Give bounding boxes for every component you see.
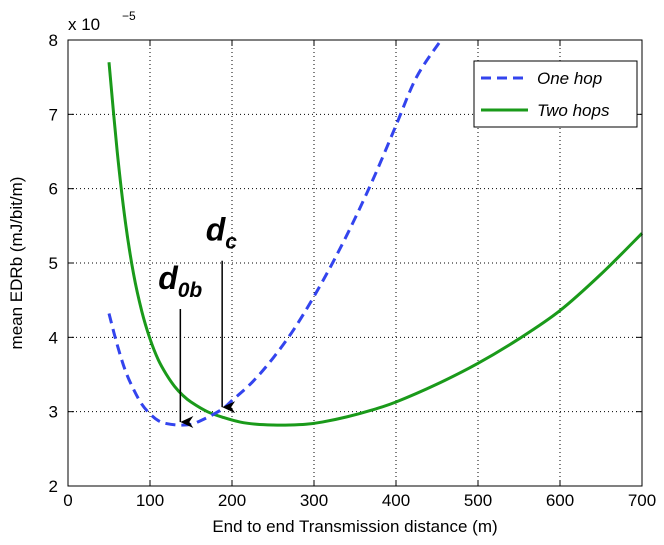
axis-tick-labels: 0 100 200 300 400 500 600 700 2 3 4 5 6 7 8 (49, 31, 657, 510)
x-tick-label: 300 (300, 491, 328, 510)
x-axis-label: End to end Transmission distance (m) (212, 517, 497, 536)
y-tick-label: 6 (49, 180, 58, 199)
y-scale-exponent: −5 (122, 9, 136, 23)
x-tick-label: 200 (218, 491, 246, 510)
x-tick-label: 400 (382, 491, 410, 510)
y-scale-base: x 10 (68, 15, 100, 34)
legend-box (473, 60, 638, 128)
y-axis-label: mean EDRb (mJ/bit/m) (7, 177, 26, 350)
y-tick-label: 4 (49, 328, 58, 347)
y-tick-label: 3 (49, 403, 58, 422)
x-tick-label: 600 (546, 491, 574, 510)
annotation-subscript: c (225, 231, 237, 254)
x-tick-label: 700 (628, 491, 656, 510)
y-tick-label: 8 (49, 31, 58, 50)
series-line-two-hops (107, 62, 644, 427)
x-tick-label: 500 (464, 491, 492, 510)
annotation-label: dc (206, 212, 238, 254)
legend-label-one-hop: One hop (537, 69, 602, 88)
legend: One hop Two hops (473, 60, 638, 128)
series-layer (107, 39, 644, 427)
x-tick-label: 100 (136, 491, 164, 510)
y-tick-label: 2 (49, 477, 58, 496)
y-tick-label: 5 (49, 254, 58, 273)
annotation-subscript: 0b (178, 279, 203, 302)
y-tick-label: 7 (49, 105, 58, 124)
axis-ticks (67, 39, 643, 487)
x-tick-label: 0 (63, 491, 72, 510)
legend-label-two-hops: Two hops (537, 101, 610, 120)
series-line-one-hop (107, 39, 443, 427)
